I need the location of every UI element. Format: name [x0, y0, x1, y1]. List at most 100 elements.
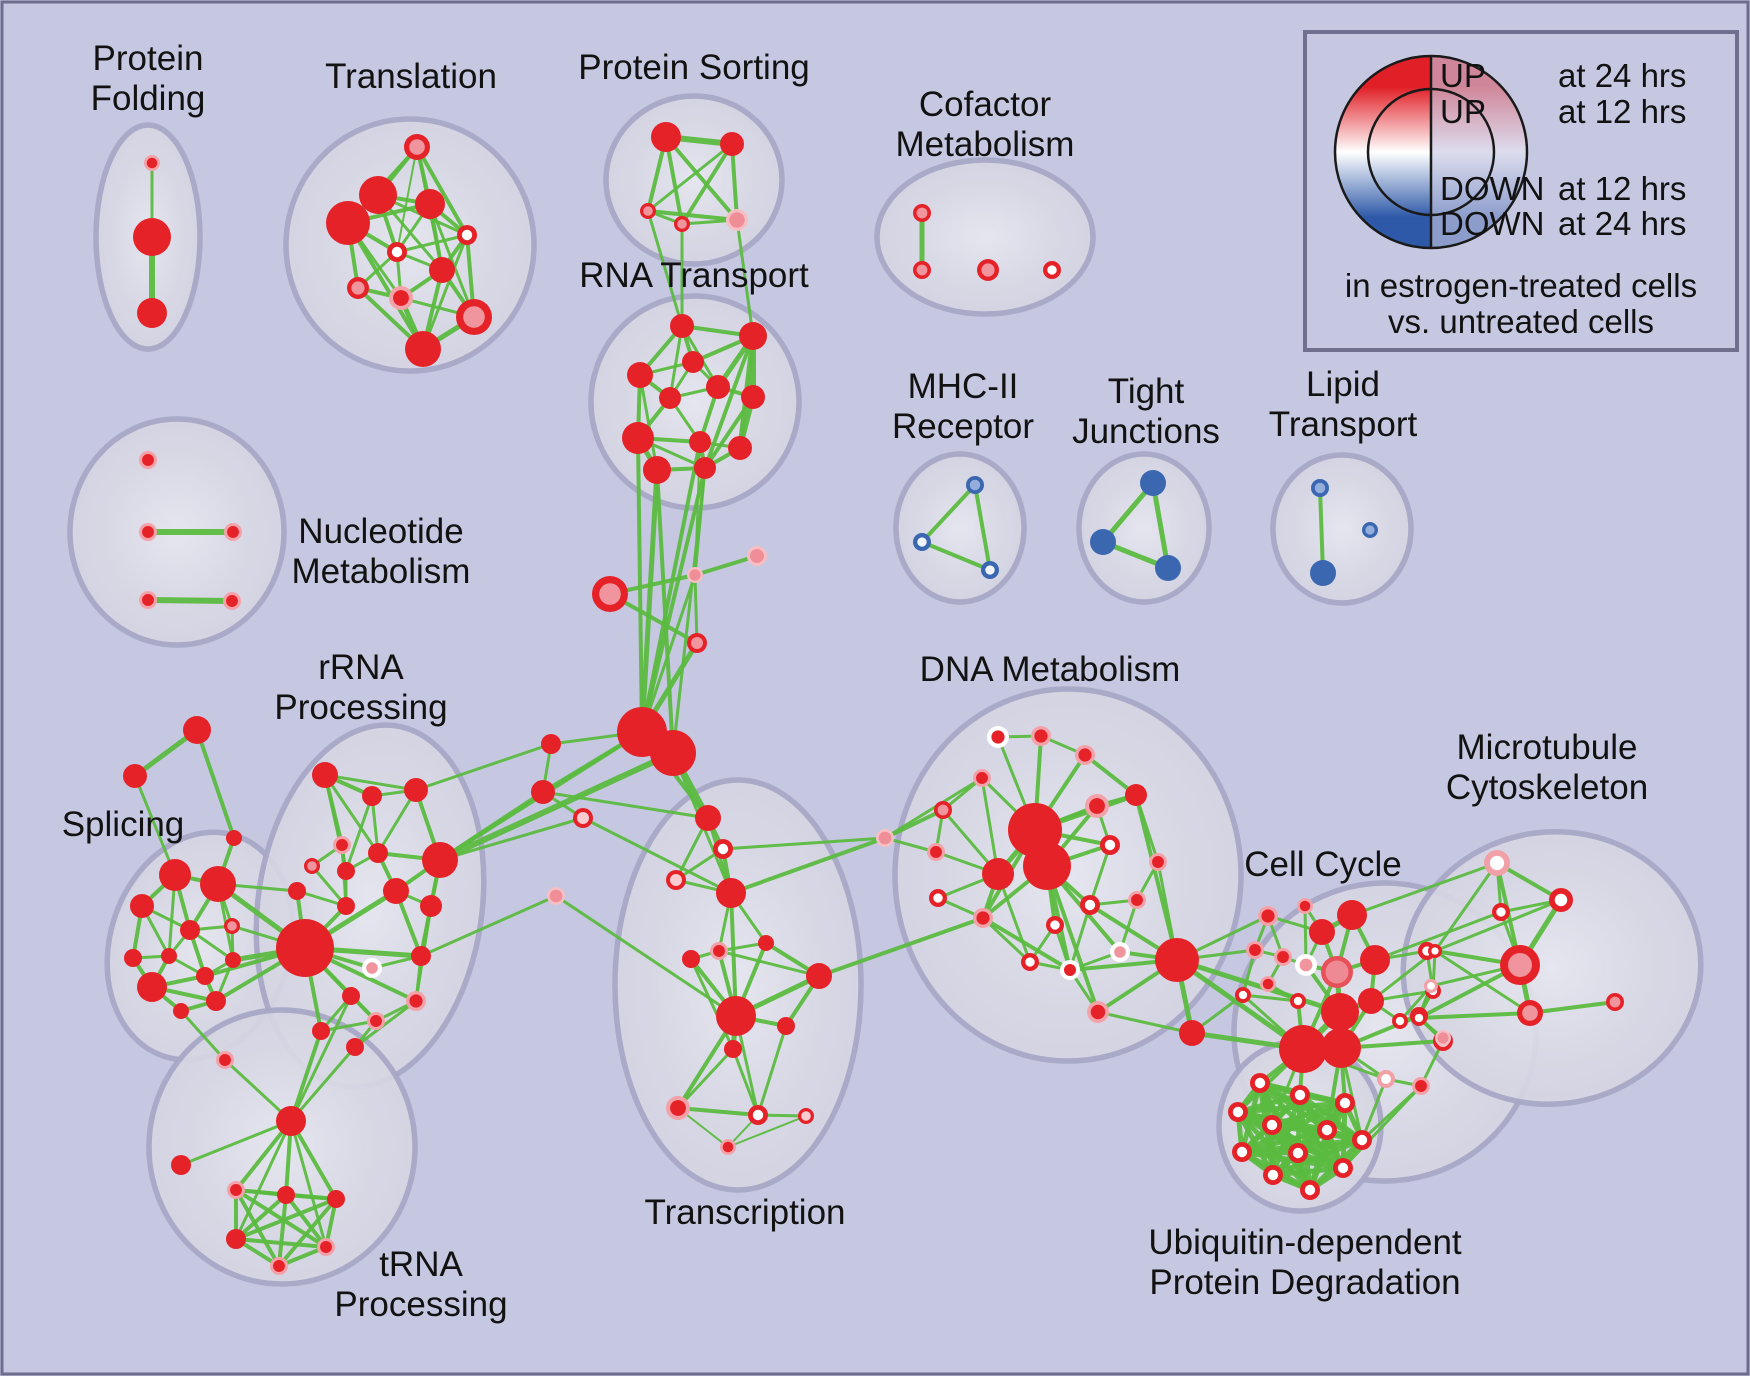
gene-node	[219, 1054, 231, 1066]
gene-node	[1249, 944, 1261, 956]
network-edge	[1433, 861, 1499, 953]
gene-node	[463, 306, 485, 328]
network-edge	[1096, 1010, 1194, 1035]
network-edge	[1270, 1165, 1346, 1178]
module-label-rrna-processing: Processing	[274, 688, 447, 727]
legend-direction-label-0: UP	[1440, 57, 1486, 94]
network-edge	[636, 436, 644, 734]
network-edge	[676, 1047, 735, 1110]
gene-node	[1064, 964, 1076, 976]
gene-node	[916, 207, 928, 219]
network-edge	[234, 1188, 281, 1268]
gene-node	[1131, 894, 1143, 906]
network-edge	[655, 468, 675, 755]
network-edge	[721, 836, 887, 851]
gene-node	[1554, 893, 1568, 907]
gene-node	[1262, 978, 1274, 990]
network-edge	[981, 916, 1032, 964]
network-edge	[395, 233, 469, 254]
module-label-lipid-transport: Transport	[1269, 405, 1418, 444]
network-edge	[346, 221, 425, 351]
network-edge	[727, 1115, 807, 1148]
gene-node	[370, 1015, 382, 1027]
gene-node	[326, 201, 370, 245]
gene-node	[758, 935, 774, 951]
gene-node	[1125, 784, 1147, 806]
network-edge	[1174, 957, 1306, 1052]
gene-node	[1414, 1013, 1424, 1023]
gene-node	[346, 1038, 364, 1056]
gene-node	[196, 967, 214, 985]
gene-node	[461, 229, 473, 241]
gene-node	[226, 1229, 246, 1249]
gene-node	[327, 1190, 345, 1208]
network-edge	[1433, 898, 1563, 953]
gene-node	[133, 218, 171, 256]
network-edge	[731, 1047, 760, 1117]
gene-node	[409, 139, 425, 155]
gene-node	[1155, 555, 1181, 581]
network-edge	[289, 994, 353, 1123]
gene-node	[659, 387, 681, 409]
gene-node	[312, 762, 338, 788]
gene-node	[226, 595, 238, 607]
gene-node	[670, 1100, 686, 1116]
gene-node	[724, 1040, 742, 1058]
network-edge	[581, 816, 733, 895]
gene-node	[750, 549, 764, 563]
module-label-translation: Translation	[325, 57, 497, 96]
gene-node	[1437, 1032, 1449, 1044]
network-edge	[817, 916, 985, 978]
gene-node	[722, 1141, 734, 1153]
gene-node	[541, 734, 561, 754]
gene-node	[622, 422, 654, 454]
gene-node	[1309, 919, 1335, 945]
module-bubble-protein-sorting	[603, 93, 785, 267]
gene-node	[142, 594, 154, 606]
gene-node	[227, 526, 239, 538]
network-edge	[640, 466, 707, 734]
gene-node	[277, 1186, 295, 1204]
module-label-rna-transport: RNA Transport	[579, 256, 809, 295]
gene-node	[1090, 529, 1116, 555]
gene-node	[1267, 1169, 1279, 1181]
network-edge	[179, 1119, 293, 1167]
gene-node	[1314, 482, 1326, 494]
gene-node	[368, 843, 388, 863]
gene-node	[123, 764, 147, 788]
module-label-microtubule: Cytoskeleton	[1446, 768, 1648, 807]
legend-time-label-3: at 24 hrs	[1558, 205, 1686, 242]
gene-node	[137, 298, 167, 328]
module-label-cofactor-metab: Cofactor	[919, 85, 1052, 124]
gene-node	[180, 920, 200, 940]
network-edge	[1318, 486, 1325, 575]
gene-node	[1292, 1147, 1304, 1159]
module-label-tight-junctions: Junctions	[1072, 412, 1220, 451]
gene-node	[806, 963, 832, 989]
module-label-splicing: Splicing	[62, 805, 185, 844]
gene-node	[1294, 1089, 1306, 1101]
network-edge	[676, 1106, 760, 1117]
gene-node	[1321, 1124, 1333, 1136]
gene-node	[1023, 842, 1071, 890]
network-edge	[289, 1045, 357, 1123]
network-edge	[1350, 861, 1499, 917]
gene-node	[307, 861, 317, 871]
network-edge	[1088, 843, 1112, 907]
module-label-transcription: Transcription	[645, 1193, 846, 1232]
gene-node	[422, 842, 458, 878]
gene-node	[720, 132, 744, 156]
gene-node	[728, 436, 752, 460]
gene-node	[716, 878, 746, 908]
network-edge	[145, 597, 235, 604]
gene-node	[752, 1109, 764, 1121]
network-edge	[1068, 903, 1092, 972]
network-edge	[668, 324, 684, 400]
network-edge	[234, 1193, 288, 1241]
gene-node	[1034, 729, 1048, 743]
gene-node	[694, 457, 716, 479]
module-label-lipid-transport: Lipid	[1306, 365, 1380, 404]
gene-node	[627, 362, 653, 388]
gene-node	[969, 479, 981, 491]
